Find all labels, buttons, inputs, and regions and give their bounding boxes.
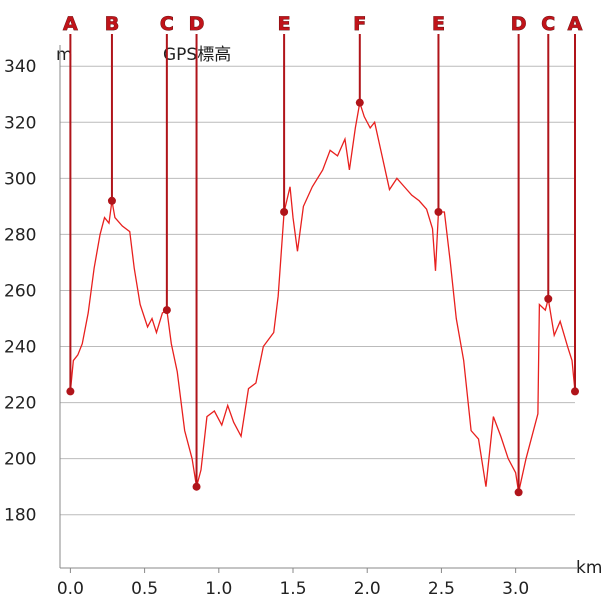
x-tick-label: 2.0 [354, 579, 381, 599]
waypoint-label: C [541, 13, 555, 35]
y-tick-label: 180 [4, 506, 36, 526]
waypoint-label: E [278, 13, 291, 35]
waypoint-dot [355, 98, 364, 107]
x-tick-label: 0.0 [57, 579, 84, 599]
y-tick-label: 340 [4, 57, 36, 77]
x-tick-label: 0.5 [131, 579, 158, 599]
x-tick-label: 1.0 [205, 579, 232, 599]
waypoint-dot [107, 196, 116, 205]
waypoint-dot [434, 207, 443, 216]
waypoint-dot [514, 488, 523, 497]
x-axis-label: km [576, 558, 602, 578]
waypoint-dot [571, 387, 579, 396]
waypoint-label: A [63, 13, 78, 35]
waypoint-dot [280, 207, 289, 216]
waypoint-label: A [568, 13, 583, 35]
y-tick-label: 320 [4, 113, 36, 133]
waypoint-dot [66, 387, 75, 396]
y-tick-label: 240 [4, 338, 36, 358]
y-tick-label: 300 [4, 169, 36, 189]
x-tick-label: 2.5 [428, 579, 455, 599]
y-tick-label: 280 [4, 225, 36, 245]
waypoint-label: D [189, 13, 205, 35]
waypoint-label: D [511, 13, 527, 35]
x-tick-label: 1.5 [279, 579, 306, 599]
waypoint-dot [162, 306, 171, 315]
y-tick-label: 220 [4, 394, 36, 414]
waypoint-dot [192, 482, 201, 491]
y-tick-label: 260 [4, 281, 36, 301]
waypoint-label: F [353, 13, 366, 35]
x-tick-label: 3.0 [502, 579, 529, 599]
waypoint-dot [544, 294, 553, 303]
waypoint-label: B [105, 13, 119, 35]
y-tick-label: 200 [4, 450, 36, 470]
waypoint-label: E [432, 13, 445, 35]
waypoint-label: C [160, 13, 174, 35]
series-line [69, 102, 576, 493]
